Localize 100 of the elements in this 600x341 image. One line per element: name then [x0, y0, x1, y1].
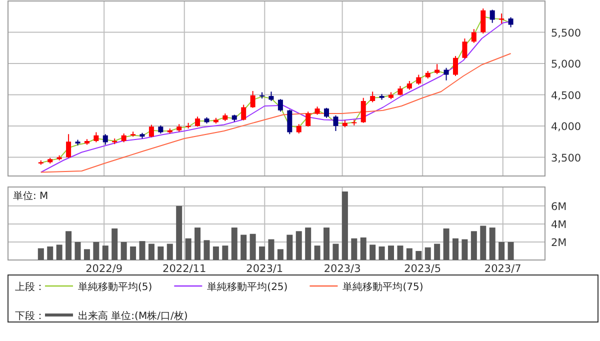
- x-tick-label: 2023/3: [324, 263, 361, 275]
- candlestick: [490, 9, 495, 24]
- candlestick: [296, 124, 302, 134]
- bar: [222, 246, 228, 260]
- y-tick-label: 4,000: [551, 121, 582, 133]
- bar: [66, 231, 72, 260]
- candlestick: [360, 97, 366, 124]
- candlestick: [508, 16, 514, 28]
- bar: [378, 246, 385, 260]
- x-tick-label: 2023/7: [484, 263, 522, 275]
- bar: [56, 244, 62, 260]
- candlestick: [268, 91, 274, 102]
- candlestick: [102, 134, 108, 146]
- bar: [185, 238, 192, 260]
- bar: [158, 246, 164, 260]
- annotation: 単位: M: [13, 190, 48, 202]
- bar: [130, 246, 136, 260]
- legend-label: 単純移動平均(75): [342, 281, 424, 293]
- y-tick-label: 2M: [551, 236, 567, 249]
- bar: [84, 249, 90, 260]
- legend-title: 上段：: [15, 281, 45, 293]
- bar: [424, 247, 431, 260]
- candlestick: [278, 98, 283, 112]
- y-tick-label: 4M: [551, 218, 567, 231]
- bar: [231, 228, 238, 260]
- bar: [370, 244, 376, 260]
- bar: [93, 242, 100, 260]
- bar: [74, 242, 81, 260]
- bar: [314, 246, 320, 260]
- candlestick: [370, 91, 376, 103]
- candlestick: [499, 13, 504, 24]
- bar: [416, 250, 422, 260]
- y-tick-label: 5,500: [551, 27, 582, 40]
- bar: [259, 246, 266, 260]
- y-tick-label: 4,500: [551, 90, 582, 102]
- candlestick: [250, 90, 256, 108]
- candlestick: [94, 132, 99, 143]
- y-tick-label: 3,500: [551, 152, 582, 164]
- bar: [434, 244, 440, 260]
- bar: [102, 246, 108, 260]
- bar: [268, 239, 274, 260]
- bar: [360, 237, 366, 260]
- bar: [406, 248, 412, 260]
- bar: [250, 234, 256, 260]
- candlestick: [480, 8, 486, 34]
- candlestick: [195, 116, 200, 128]
- bar: [296, 231, 302, 260]
- y-tick-label: 5,000: [551, 58, 582, 70]
- bar: [388, 246, 394, 260]
- candlestick: [453, 56, 458, 76]
- candlestick: [148, 124, 154, 138]
- bar: [47, 246, 54, 260]
- bar: [212, 246, 219, 260]
- candlestick: [324, 107, 330, 118]
- candlestick: [333, 114, 338, 132]
- bar: [498, 242, 505, 260]
- candlestick: [444, 67, 449, 81]
- legend-title: 下段：: [15, 310, 45, 322]
- bar: [204, 240, 210, 260]
- bar: [462, 239, 468, 260]
- bar: [332, 244, 339, 260]
- candlestick: [398, 86, 403, 96]
- legend-label: 単純移動平均(5): [78, 281, 152, 293]
- candlestick: [306, 111, 311, 128]
- bar: [489, 228, 496, 260]
- candlestick: [462, 38, 468, 59]
- bar: [286, 234, 293, 260]
- bar: [166, 244, 173, 260]
- candlestick: [471, 28, 476, 44]
- bar: [480, 226, 486, 260]
- legend-label: 出来高 単位:(M株/口/枚): [78, 310, 188, 322]
- candlestick: [287, 109, 292, 135]
- candlestick: [416, 74, 422, 86]
- bar: [277, 249, 284, 260]
- bar: [351, 238, 358, 260]
- bar: [324, 228, 330, 260]
- x-tick-label: 2023/1: [246, 263, 284, 275]
- x-tick-label: 2023/5: [404, 263, 442, 275]
- bar: [240, 234, 247, 260]
- bar: [112, 228, 118, 260]
- bar: [470, 231, 477, 260]
- bar: [305, 228, 312, 260]
- candlestick: [434, 64, 440, 75]
- bar: [452, 238, 458, 260]
- bar: [139, 241, 146, 260]
- bar: [120, 242, 127, 260]
- line-series: [40, 53, 512, 173]
- bar: [194, 228, 201, 260]
- candlestick: [66, 134, 72, 158]
- bar: [397, 246, 404, 260]
- bar: [38, 248, 44, 260]
- bar: [342, 192, 348, 260]
- bar: [443, 228, 450, 260]
- legend-label: 単純移動平均(25): [207, 281, 288, 293]
- x-tick-label: 2022/11: [162, 263, 206, 275]
- bar: [176, 206, 182, 260]
- bar: [148, 244, 154, 260]
- y-tick-label: 6M: [551, 200, 567, 213]
- x-tick-label: 2022/9: [86, 263, 123, 275]
- bar: [508, 242, 514, 260]
